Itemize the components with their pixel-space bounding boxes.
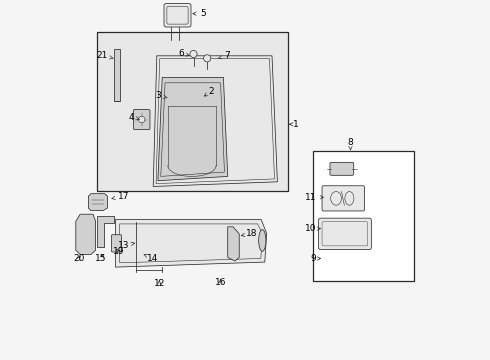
Text: 8: 8 [347, 138, 353, 150]
Polygon shape [97, 216, 114, 247]
Polygon shape [158, 77, 228, 181]
Text: 19: 19 [113, 247, 124, 256]
Ellipse shape [259, 230, 266, 251]
Polygon shape [88, 194, 107, 211]
Circle shape [204, 55, 211, 62]
Bar [114, 49, 120, 101]
Bar [314, 151, 414, 281]
Text: 3: 3 [155, 91, 167, 100]
FancyBboxPatch shape [164, 4, 191, 27]
Polygon shape [116, 220, 267, 267]
Circle shape [139, 116, 145, 123]
FancyBboxPatch shape [322, 186, 365, 211]
Text: 4: 4 [128, 112, 140, 122]
Polygon shape [153, 56, 277, 186]
Text: 1: 1 [290, 120, 298, 129]
Text: 9: 9 [311, 254, 320, 263]
Text: 2: 2 [204, 87, 214, 96]
Text: 17: 17 [112, 192, 130, 201]
FancyBboxPatch shape [318, 218, 371, 249]
Text: 6: 6 [179, 49, 189, 58]
Text: 7: 7 [219, 51, 230, 60]
Text: 12: 12 [154, 279, 165, 288]
Text: 18: 18 [242, 229, 257, 238]
FancyBboxPatch shape [330, 162, 354, 175]
Text: 11: 11 [305, 193, 323, 202]
Text: 20: 20 [73, 254, 84, 263]
Text: 14: 14 [144, 254, 158, 263]
Polygon shape [228, 227, 239, 261]
Text: 21: 21 [96, 51, 113, 60]
FancyBboxPatch shape [111, 235, 122, 252]
Text: 16: 16 [215, 278, 226, 287]
Text: 5: 5 [193, 9, 206, 18]
Text: 13: 13 [118, 241, 135, 250]
Text: 15: 15 [95, 254, 107, 263]
Circle shape [190, 50, 197, 58]
Polygon shape [76, 214, 96, 255]
Bar [98, 32, 288, 191]
Text: 10: 10 [305, 224, 320, 233]
FancyBboxPatch shape [133, 109, 150, 130]
